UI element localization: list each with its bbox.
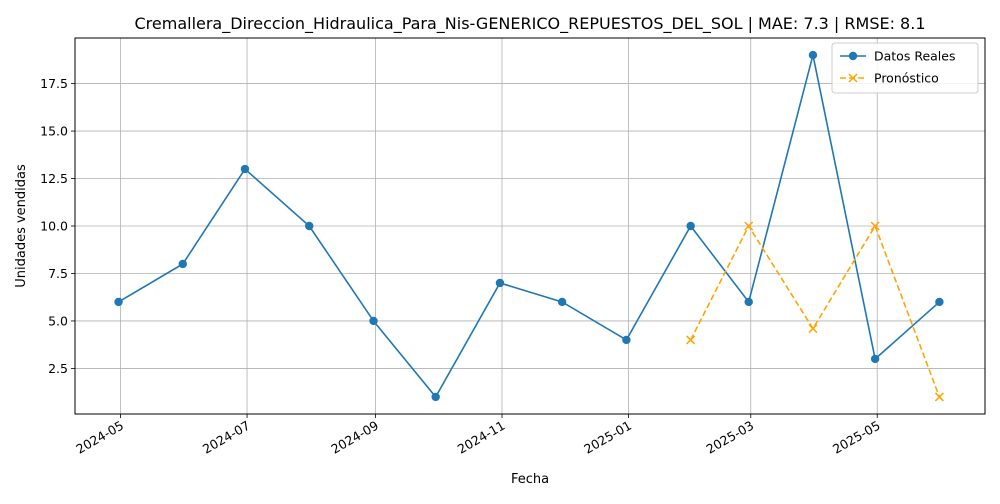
y-tick-label: 7.5 (48, 266, 68, 281)
legend-box (831, 42, 979, 94)
data-point (870, 221, 880, 231)
data-point (305, 221, 314, 231)
series-line (118, 54, 940, 399)
data-point (431, 392, 440, 402)
chart-title: Cremallera_Direccion_Hidraulica_Para_Nis… (134, 14, 925, 34)
y-tick-label: 15.0 (40, 124, 68, 139)
y-axis-label: Unidades vendidas (14, 164, 29, 288)
data-point (808, 50, 818, 60)
y-tick-label: 17.5 (40, 76, 68, 91)
legend-label: Datos Reales (874, 49, 955, 64)
data-point (114, 297, 123, 307)
legend-marker (848, 73, 858, 83)
series-2 (686, 221, 944, 402)
data-point (808, 324, 818, 334)
data-point (870, 354, 880, 364)
data-point (495, 278, 505, 288)
data-point (744, 297, 753, 307)
x-axis-label: Fecha (511, 472, 549, 487)
data-point (686, 335, 696, 345)
data-point (557, 297, 567, 307)
data-point (935, 297, 944, 307)
data-point (934, 392, 944, 402)
series-layer (114, 50, 944, 402)
y-tick-label: 12.5 (40, 171, 68, 186)
data-point (686, 221, 695, 231)
legend-label: Pronóstico (874, 71, 939, 86)
y-tick-label: 2.5 (48, 361, 68, 376)
y-tick-label: 10.0 (40, 219, 68, 234)
series-1 (114, 50, 944, 402)
legend: Datos Reales Pronóstico (831, 42, 979, 94)
data-point (744, 221, 754, 231)
data-point (369, 316, 378, 326)
data-point (240, 164, 250, 174)
grid-lines (75, 38, 985, 414)
legend-marker (848, 51, 858, 61)
y-tick-label: 5.0 (48, 313, 68, 328)
data-point (622, 335, 631, 345)
data-point (178, 259, 187, 269)
